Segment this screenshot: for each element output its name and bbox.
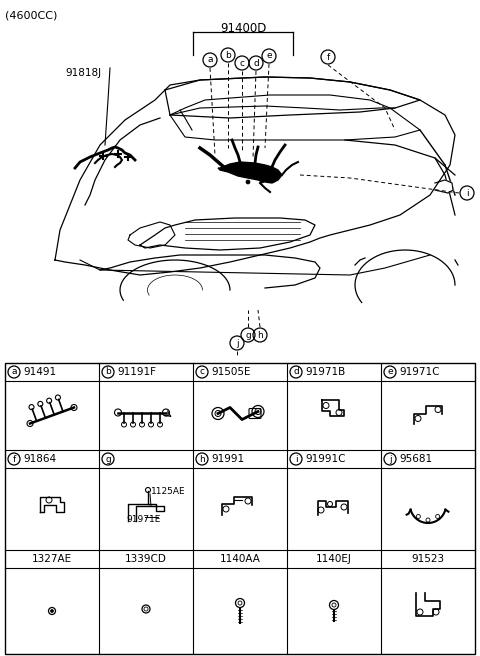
Text: h: h	[199, 455, 205, 464]
Text: 1327AE: 1327AE	[32, 554, 72, 564]
Text: 91400D: 91400D	[220, 22, 266, 35]
Text: 91991: 91991	[211, 454, 244, 464]
Text: 95681: 95681	[399, 454, 432, 464]
Text: (4600CC): (4600CC)	[5, 10, 58, 20]
Text: c: c	[200, 367, 204, 377]
Text: a: a	[11, 367, 17, 377]
Text: 91971B: 91971B	[305, 367, 345, 377]
Text: e: e	[387, 367, 393, 377]
Circle shape	[272, 178, 276, 182]
Text: 91505E: 91505E	[211, 367, 251, 377]
Circle shape	[246, 180, 250, 184]
Text: 1125AE: 1125AE	[151, 487, 186, 495]
Text: 91523: 91523	[411, 554, 444, 564]
Text: b: b	[105, 367, 111, 377]
Text: j: j	[389, 455, 391, 464]
Text: 91818J: 91818J	[65, 68, 101, 78]
Polygon shape	[435, 180, 453, 193]
Circle shape	[50, 609, 53, 613]
Text: 91191F: 91191F	[117, 367, 156, 377]
Text: b: b	[225, 51, 231, 60]
Text: j: j	[236, 338, 238, 348]
Text: 1339CD: 1339CD	[125, 554, 167, 564]
Text: 91971C: 91971C	[399, 367, 440, 377]
Text: f: f	[12, 455, 16, 464]
Bar	[5, 363, 475, 654]
Text: g: g	[105, 455, 111, 464]
Text: i: i	[466, 188, 468, 197]
Text: 91491: 91491	[23, 367, 56, 377]
Text: e: e	[266, 52, 272, 60]
Text: 91991C: 91991C	[305, 454, 346, 464]
Text: 1140EJ: 1140EJ	[316, 554, 352, 564]
Polygon shape	[218, 162, 282, 183]
Text: f: f	[326, 52, 330, 62]
Text: a: a	[207, 56, 213, 64]
Text: h: h	[257, 331, 263, 340]
Text: g: g	[245, 331, 251, 340]
Text: 1140AA: 1140AA	[219, 554, 261, 564]
Text: d: d	[293, 367, 299, 377]
Circle shape	[260, 179, 264, 183]
Text: i: i	[295, 455, 297, 464]
Text: d: d	[253, 58, 259, 68]
Text: 91971E: 91971E	[126, 514, 160, 523]
Text: c: c	[240, 58, 244, 68]
Text: 91864: 91864	[23, 454, 56, 464]
